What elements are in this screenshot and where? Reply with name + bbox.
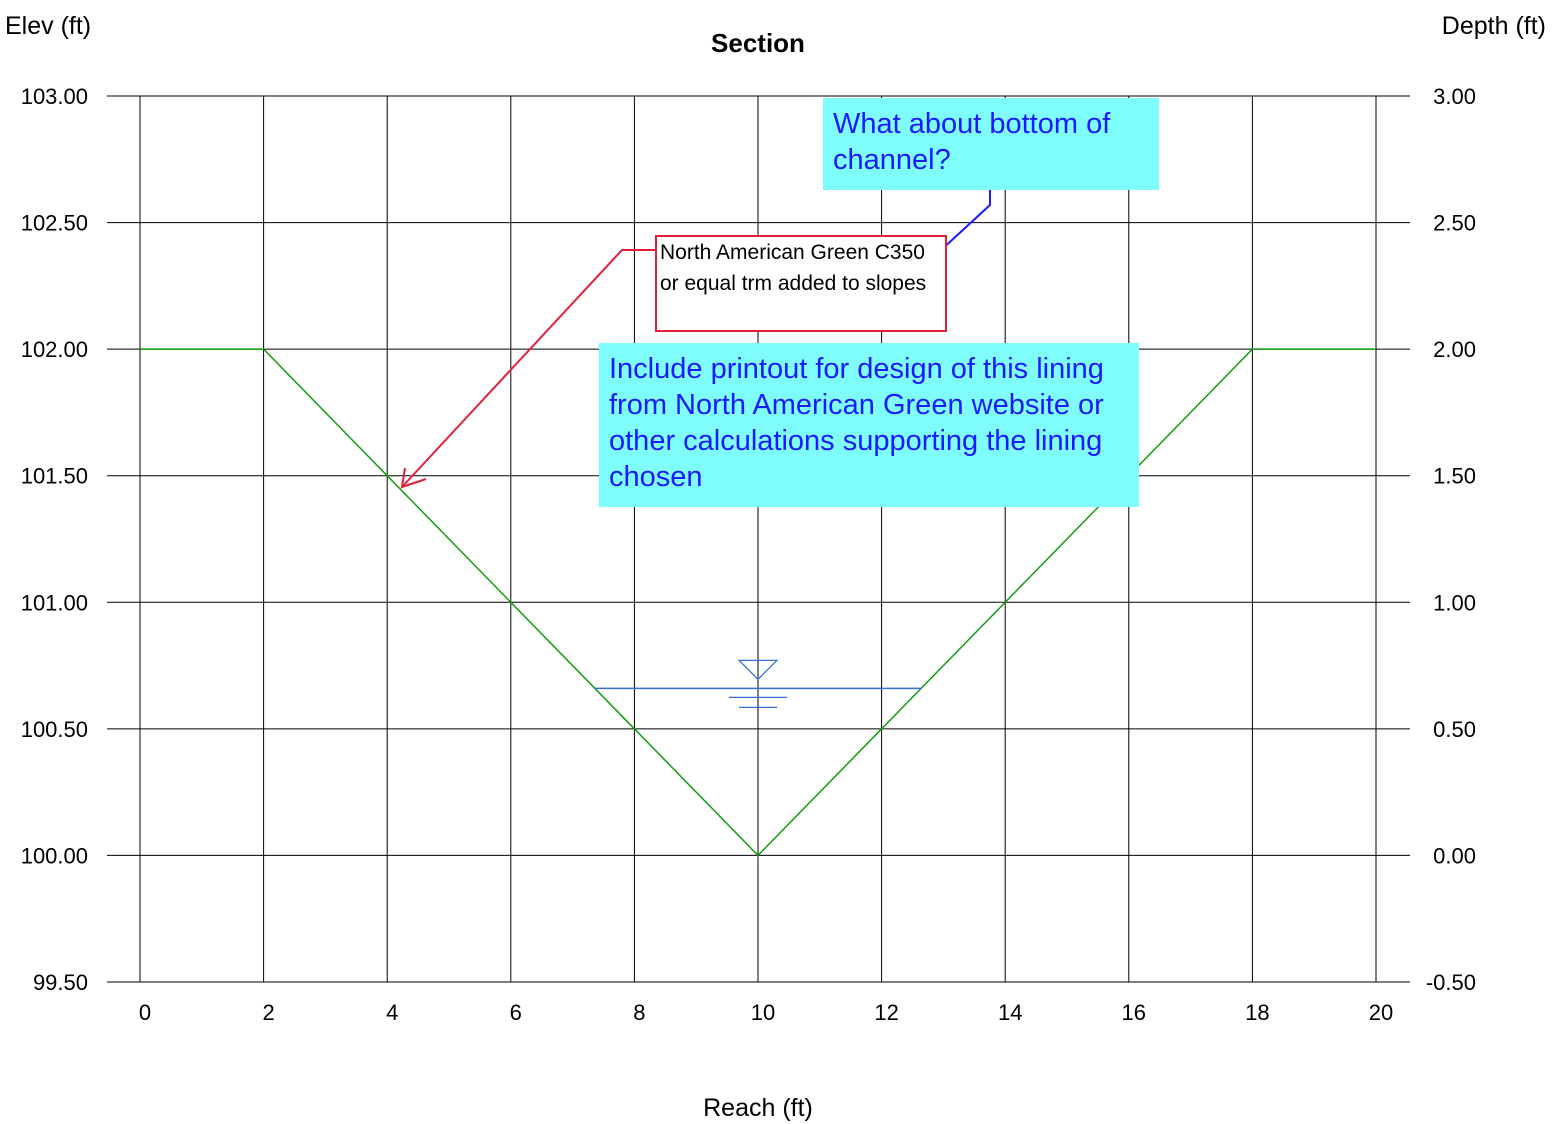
- lining-callout: North American Green C350 or equal trm a…: [655, 235, 947, 332]
- left-axis-title: Elev (ft): [5, 12, 91, 40]
- x-tick-label: 14: [998, 1000, 1022, 1025]
- printout-callout: Include printout for design of this lini…: [599, 343, 1139, 507]
- x-tick-label: 4: [386, 1000, 398, 1025]
- y-tick-label-left: 101.50: [21, 464, 88, 489]
- x-tick-label: 6: [510, 1000, 522, 1025]
- chart-title: Section: [711, 28, 805, 58]
- x-axis-title: Reach (ft): [703, 1094, 813, 1122]
- y-tick-label-right: 1.00: [1433, 590, 1476, 615]
- lining-callout-arrow: [400, 249, 656, 489]
- series-layer: [140, 348, 1376, 857]
- y-tick-label-right: 0.50: [1433, 717, 1476, 742]
- printout-callout-text: Include printout for design of this lini…: [609, 353, 1104, 493]
- y-tick-label-left: 100.00: [21, 843, 88, 868]
- left-tick-labels: 103.00 102.50 102.00 101.50 101.00 100.50 100.…: [21, 84, 88, 995]
- bottom-channel-callout-text: What about bottom of channel?: [833, 108, 1111, 176]
- y-tick-label-right: 0.00: [1433, 843, 1476, 868]
- x-tick-label: 8: [633, 1000, 645, 1025]
- right-tick-labels: 3.00 2.50 2.00 1.50 1.00 0.50 0.00 -0.50: [1426, 84, 1476, 995]
- lining-callout-text: North American Green C350 or equal trm a…: [660, 241, 927, 295]
- y-tick-label-right: 3.00: [1433, 84, 1476, 109]
- right-axis-title: Depth (ft): [1442, 12, 1546, 40]
- x-tick-label: 2: [262, 1000, 274, 1025]
- y-tick-label-left: 100.50: [21, 717, 88, 742]
- water-surface-symbol: [729, 659, 787, 708]
- y-tick-label-left: 102.50: [21, 211, 88, 236]
- x-tick-label: 16: [1122, 1000, 1146, 1025]
- y-tick-label-left: 99.50: [33, 970, 88, 995]
- x-tick-label: 18: [1245, 1000, 1269, 1025]
- x-tick-label: 10: [751, 1000, 775, 1025]
- grid: [107, 95, 1410, 983]
- y-tick-label-right: 2.00: [1433, 337, 1476, 362]
- bottom-channel-callout: What about bottom of channel?: [823, 98, 1159, 190]
- y-tick-label-right: 1.50: [1433, 464, 1476, 489]
- x-tick-label: 12: [874, 1000, 898, 1025]
- y-tick-label-left: 103.00: [21, 84, 88, 109]
- channel-profile-line: [140, 348, 1376, 857]
- x-tick-label: 0: [139, 1000, 151, 1025]
- x-tick-labels: 0 2 4 6 8 10 12 14 16 18 20: [139, 1000, 1393, 1025]
- y-tick-label-left: 102.00: [21, 337, 88, 362]
- x-tick-label: 20: [1369, 1000, 1393, 1025]
- water-surface-triangle: [737, 659, 779, 681]
- y-tick-label-right: -0.50: [1426, 970, 1476, 995]
- y-tick-label-right: 2.50: [1433, 211, 1476, 236]
- y-tick-label-left: 101.00: [21, 590, 88, 615]
